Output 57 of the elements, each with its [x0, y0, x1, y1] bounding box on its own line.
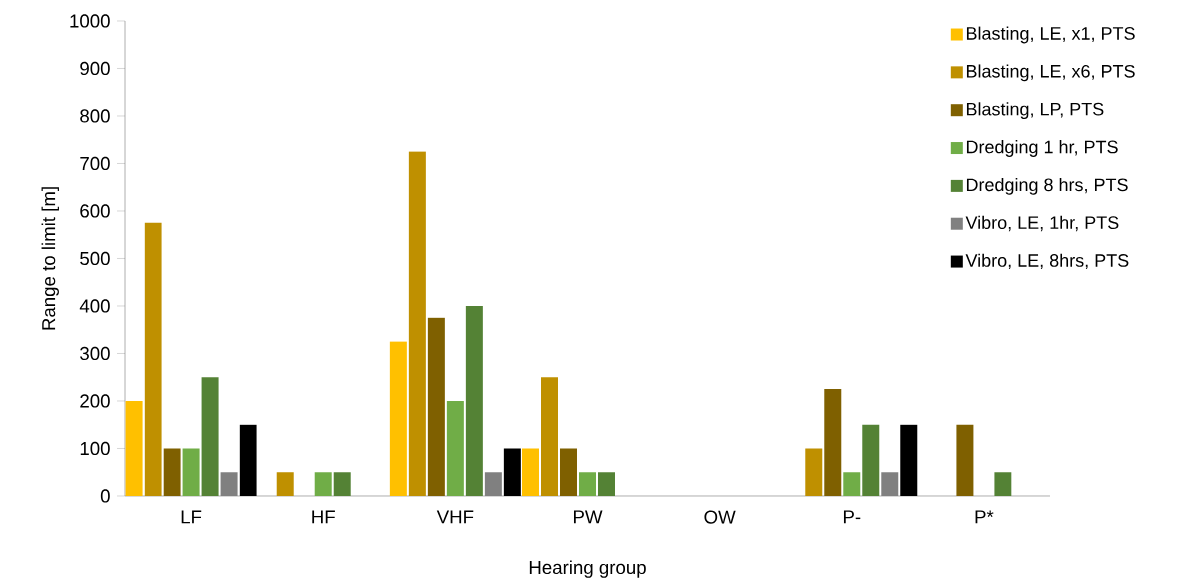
x-tick-label: OW	[704, 510, 736, 524]
bar	[541, 377, 558, 496]
y-tick-label: 600	[80, 204, 110, 218]
y-tick-label: 200	[80, 394, 110, 408]
y-tick-label: 1000	[70, 14, 110, 28]
bar	[956, 424, 974, 496]
bar	[163, 448, 181, 496]
y-axis-title: Range to limit [m]	[41, 187, 59, 330]
bar	[144, 222, 162, 496]
bar	[994, 472, 1012, 496]
y-tick-label: 300	[80, 346, 110, 361]
bar	[843, 472, 861, 496]
bar	[276, 472, 294, 496]
y-tick-label: 400	[79, 299, 110, 313]
bar	[805, 448, 823, 496]
bar	[182, 448, 200, 496]
bar	[522, 448, 539, 496]
bar	[201, 377, 219, 496]
bar	[579, 472, 596, 496]
bar	[900, 424, 918, 496]
y-tick-label: 700	[80, 156, 110, 171]
legend-label: Blasting, LE, x1, PTS	[966, 26, 1135, 44]
legend-label: Vibro, LE, 8hrs, PTS	[965, 253, 1129, 269]
legend-label: Blasting, LP, PTS	[966, 102, 1104, 120]
legend-label: Dredging 1 hr, PTS	[966, 140, 1118, 157]
bar	[408, 151, 426, 496]
bar	[446, 400, 464, 496]
bar	[220, 472, 238, 496]
bar	[465, 305, 483, 496]
bar	[503, 448, 521, 496]
y-tick-label: 100	[80, 441, 110, 456]
bar	[389, 341, 407, 496]
x-tick-label: HF	[312, 510, 335, 524]
bar	[484, 472, 502, 496]
bar	[333, 472, 351, 496]
bar	[427, 317, 445, 496]
y-tick-label: 800	[80, 109, 110, 123]
bar	[125, 400, 143, 496]
bar	[824, 389, 842, 496]
bar	[598, 472, 615, 496]
x-tick-label: VHF	[436, 510, 474, 524]
y-tick-label: 0	[100, 489, 110, 503]
bar	[239, 424, 257, 496]
legend-label: Blasting, LE, x6, PTS	[966, 64, 1135, 82]
x-tick-label: P-	[843, 510, 861, 524]
y-tick-label: 500	[80, 251, 110, 266]
legend-label: Vibro, LE, 1hr, PTS	[965, 215, 1119, 232]
x-axis-title: Hearing group	[529, 560, 646, 578]
x-tick-label: LF	[181, 510, 202, 524]
bar	[314, 472, 332, 496]
x-tick-label: P*	[975, 510, 994, 524]
x-tick-label: PW	[573, 510, 603, 524]
y-tick-label: 900	[80, 61, 110, 76]
bar	[881, 472, 899, 496]
bar	[862, 424, 880, 496]
legend-label: Dredging 8 hrs, PTS	[966, 177, 1128, 195]
bar	[560, 448, 577, 496]
